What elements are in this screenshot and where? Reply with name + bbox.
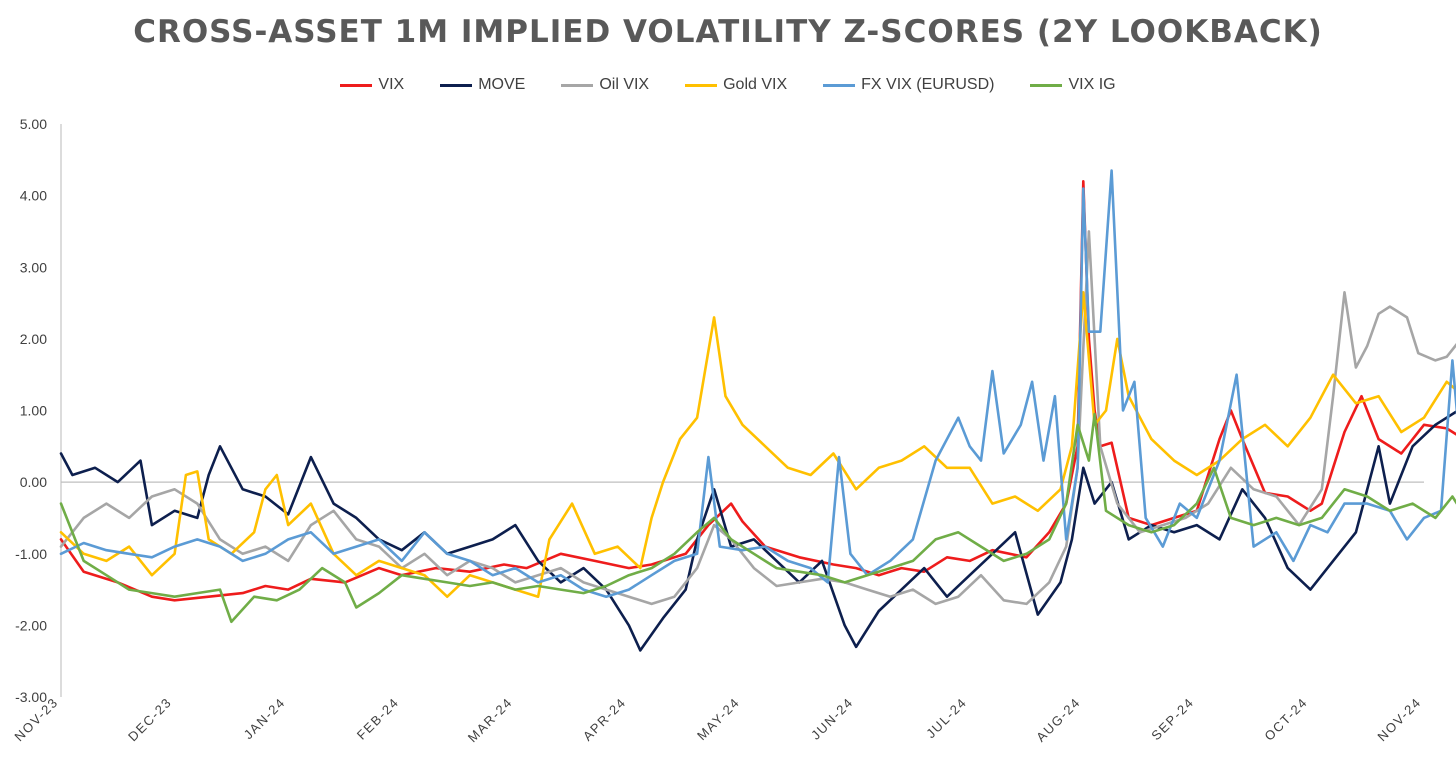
legend-swatch — [440, 83, 473, 87]
legend-swatch — [685, 83, 718, 87]
y-tick-label: -3.00 — [15, 689, 47, 705]
legend-label: FX VIX (EURUSD) — [861, 76, 995, 93]
y-tick-label: 1.00 — [20, 403, 47, 419]
series-line-move — [59, 410, 1456, 652]
series-line-vix-ig — [59, 412, 1456, 624]
legend-item: Oil VIX — [561, 76, 649, 94]
x-tick-label: AUG-24 — [1033, 695, 1083, 745]
series-line-gold-vix — [59, 291, 1456, 598]
y-tick-label: 0.00 — [20, 474, 47, 490]
legend-swatch — [823, 83, 856, 87]
x-tick-label: SEP-24 — [1148, 695, 1197, 744]
legend-label: Gold VIX — [723, 76, 788, 93]
y-tick-label: -2.00 — [15, 617, 47, 633]
x-tick-label: MAY-24 — [694, 695, 743, 744]
series-line-fx-vix-eurusd — [59, 169, 1456, 598]
legend-item: VIX IG — [1030, 76, 1116, 94]
x-tick-label: APR-24 — [580, 695, 629, 744]
legend-swatch — [340, 83, 373, 87]
x-tick-label: JAN-24 — [241, 695, 289, 743]
legend-swatch — [1030, 83, 1063, 87]
series-line-oil-vix — [59, 230, 1456, 606]
legend-label: VIX IG — [1068, 76, 1116, 93]
legend-item: FX VIX (EURUSD) — [823, 76, 994, 94]
x-tick-label: JUL-24 — [923, 695, 970, 742]
legend-item: VIX — [340, 76, 404, 94]
y-tick-label: 4.00 — [20, 188, 47, 204]
x-tick-label: OCT-24 — [1261, 695, 1310, 744]
x-tick-label: FEB-24 — [354, 695, 402, 743]
x-tick-label: DEC-23 — [125, 695, 175, 745]
x-tick-label: MAR-24 — [465, 695, 516, 746]
legend-label: Oil VIX — [599, 76, 650, 93]
y-tick-label: 2.00 — [20, 331, 47, 347]
y-tick-label: 5.00 — [20, 116, 47, 132]
y-tick-label: 3.00 — [20, 259, 47, 275]
y-tick-label: -1.00 — [15, 546, 47, 562]
legend-item: MOVE — [440, 76, 525, 94]
chart-title: CROSS-ASSET 1M IMPLIED VOLATILITY Z-SCOR… — [133, 14, 1323, 50]
x-tick-label: JUN-24 — [808, 695, 856, 743]
legend-swatch — [561, 83, 594, 87]
legend-label: MOVE — [478, 76, 526, 93]
x-tick-label: NOV-24 — [1374, 695, 1424, 745]
legend: VIX MOVE Oil VIX Gold VIX FX VIX (EURUSD) VIX… — [0, 76, 1456, 94]
legend-label: VIX — [378, 76, 405, 93]
series-line-vix — [59, 180, 1456, 602]
legend-item: Gold VIX — [685, 76, 787, 94]
